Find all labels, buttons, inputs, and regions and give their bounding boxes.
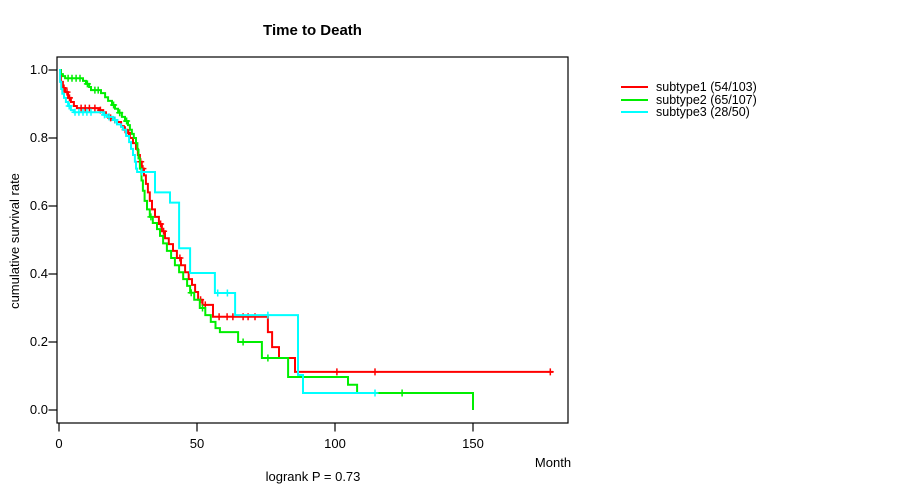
censor-marks-subtype3: [65, 102, 379, 397]
legend-label: subtype3 (28/50): [656, 105, 750, 120]
km-curve-subtype2: [59, 69, 474, 410]
legend-item-subtype3: subtype3 (28/50): [621, 106, 757, 119]
x-axis-label: Month: [534, 455, 572, 470]
logrank-annotation: logrank P = 0.73: [265, 469, 361, 484]
plot-box: [56, 56, 569, 424]
legend-swatch-subtype1: [621, 86, 648, 89]
x-tick-label: 50: [189, 436, 205, 451]
legend-swatch-subtype2: [621, 98, 648, 101]
y-axis-label: cumulative survival rate: [7, 173, 22, 309]
y-tick-label: 0.4: [29, 266, 48, 281]
y-tick-label: 0.2: [29, 334, 48, 349]
y-tick-label: 0.0: [29, 402, 48, 417]
x-tick-label: 100: [324, 436, 346, 451]
chart-title: Time to Death: [263, 22, 362, 39]
legend-label: subtype2 (65/107): [656, 92, 757, 107]
censor-marks-subtype1: [60, 84, 554, 376]
y-tick-label: 1.0: [29, 62, 48, 77]
km-curve-subtype1: [59, 69, 553, 373]
legend-item-subtype2: subtype2 (65/107): [621, 94, 757, 107]
legend: subtype1 (54/103) subtype2 (65/107) subt…: [621, 81, 757, 119]
km-curve-subtype3: [59, 69, 377, 394]
y-tick-label: 0.8: [29, 130, 48, 145]
x-tick-label: 150: [462, 436, 484, 451]
legend-label: subtype1 (54/103): [656, 80, 757, 95]
censor-marks-subtype2: [64, 74, 406, 397]
y-tick-label: 0.6: [29, 198, 48, 213]
x-tick-label: 0: [55, 436, 63, 451]
legend-swatch-subtype3: [621, 111, 648, 114]
legend-item-subtype1: subtype1 (54/103): [621, 81, 757, 94]
